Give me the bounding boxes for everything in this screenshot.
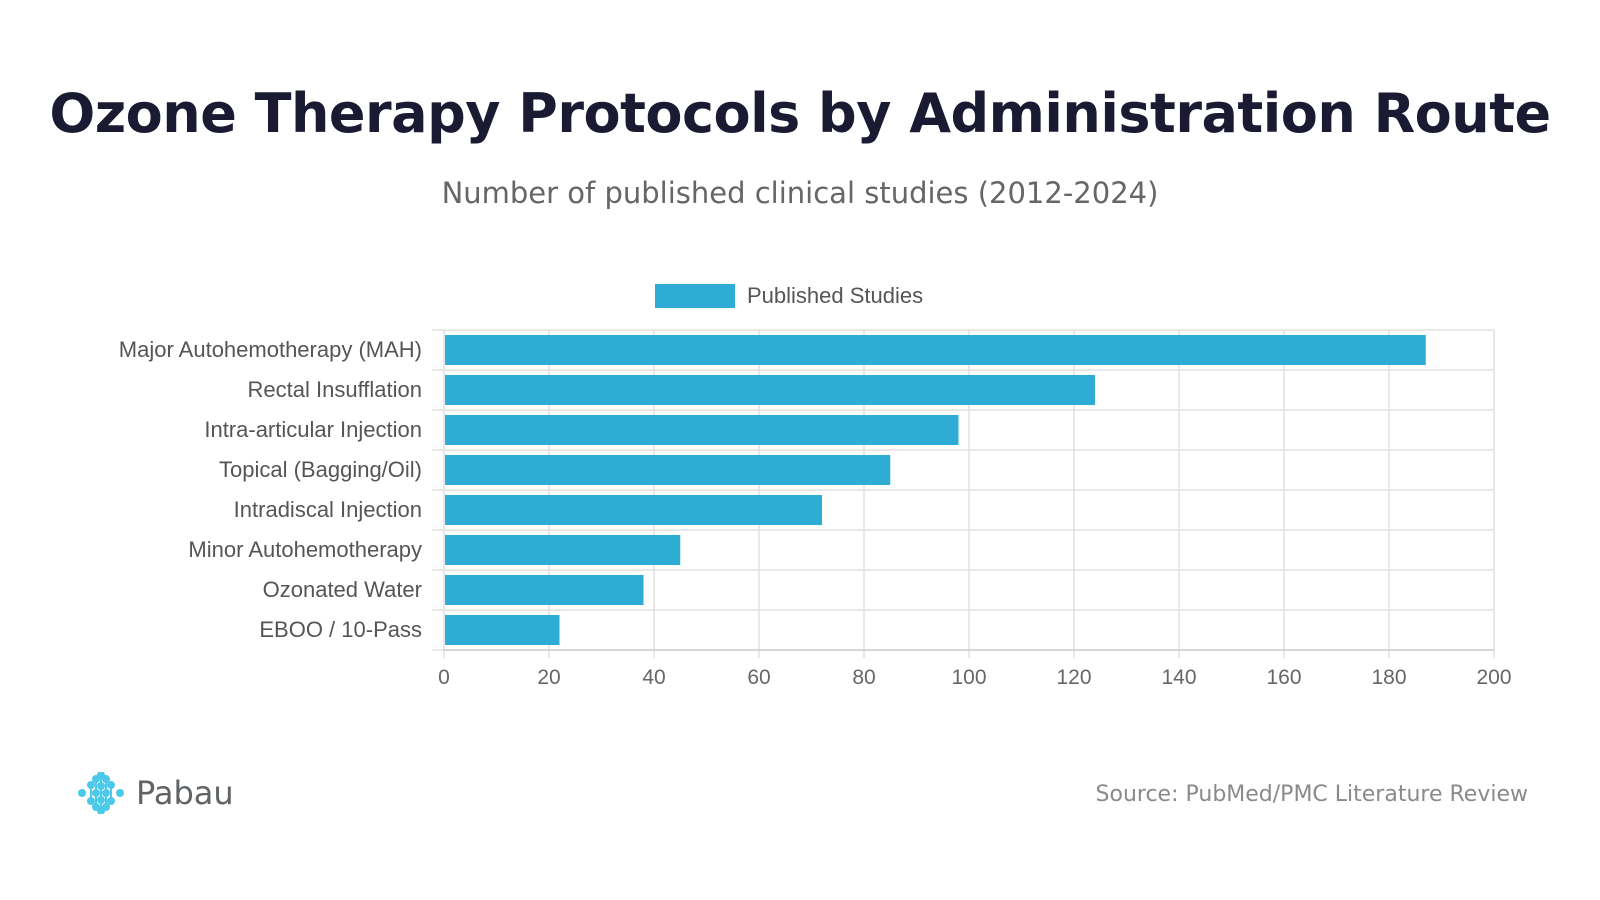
x-tick-label: 200 (1476, 666, 1511, 689)
chart-title: Ozone Therapy Protocols by Administratio… (49, 82, 1551, 145)
y-tick-label: Intradiscal Injection (234, 497, 422, 522)
y-tick-label: Intra-articular Injection (204, 417, 422, 442)
y-tick-label: Ozonated Water (263, 577, 422, 602)
bar (445, 535, 681, 565)
y-tick-label: Topical (Bagging/Oil) (219, 457, 422, 482)
y-tick-label: EBOO / 10-Pass (259, 617, 422, 642)
legend-label: Published Studies (747, 283, 923, 308)
x-tick-label: 140 (1161, 666, 1196, 689)
bar (445, 335, 1426, 365)
x-tick-label: 60 (747, 666, 770, 689)
x-tick-label: 40 (642, 666, 665, 689)
x-tick-label: 20 (537, 666, 560, 689)
bar (445, 415, 959, 445)
bar (445, 455, 891, 485)
x-tick-label: 120 (1056, 666, 1091, 689)
bar (445, 575, 644, 605)
x-tick-label: 0 (438, 666, 450, 689)
source-note: Source: PubMed/PMC Literature Review (1095, 782, 1528, 807)
bar (445, 375, 1095, 405)
pabau-logo: Pabau (78, 772, 234, 814)
bar (445, 615, 560, 645)
y-tick-label: Minor Autohemotherapy (188, 537, 422, 562)
x-tick-label: 80 (852, 666, 875, 689)
bar (445, 495, 822, 525)
chart-subtitle: Number of published clinical studies (20… (441, 176, 1159, 210)
x-tick-label: 180 (1371, 666, 1406, 689)
logo-text: Pabau (136, 774, 234, 812)
legend-swatch (655, 284, 735, 308)
x-tick-label: 160 (1266, 666, 1301, 689)
x-tick-label: 100 (951, 666, 986, 689)
y-tick-label: Major Autohemotherapy (MAH) (119, 337, 422, 362)
y-tick-label: Rectal Insufflation (248, 377, 422, 402)
logo-dots-icon (78, 772, 124, 814)
